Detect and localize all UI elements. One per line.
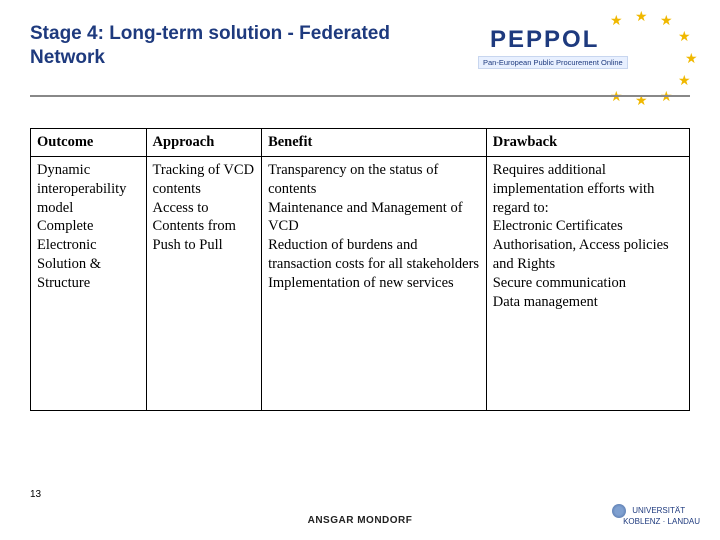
header-outcome: Outcome — [31, 129, 147, 157]
star-icon: ★ — [678, 72, 691, 89]
logo-tagline: Pan-European Public Procurement Online — [478, 56, 628, 69]
university-logo: UNIVERSITÄT KOBLENZ · LANDAU — [612, 504, 700, 526]
cell-drawback: Requires additional implementation effor… — [486, 156, 689, 410]
header-divider — [30, 95, 690, 97]
cell-outcome: Dynamic interoperability modelComplete E… — [31, 156, 147, 410]
university-line1: UNIVERSITÄT — [632, 506, 685, 515]
slide-title: Stage 4: Long-term solution - Federated … — [30, 22, 400, 70]
university-seal-icon — [612, 504, 626, 518]
cell-benefit: Transparency on the status of contentsMa… — [262, 156, 487, 410]
header-approach: Approach — [146, 129, 262, 157]
slide-title-area: Stage 4: Long-term solution - Federated … — [30, 22, 400, 70]
table-header-row: Outcome Approach Benefit Drawback — [31, 129, 690, 157]
star-icon: ★ — [685, 50, 698, 67]
university-line2: KOBLENZ · LANDAU — [623, 517, 700, 526]
comparison-table: Outcome Approach Benefit Drawback Dynami… — [30, 128, 690, 411]
star-icon: ★ — [660, 12, 673, 29]
cell-approach: Tracking of VCD contentsAccess to Conten… — [146, 156, 262, 410]
logo-brand-text: PEPPOL — [490, 26, 599, 54]
star-icon: ★ — [678, 28, 691, 45]
page-number: 13 — [30, 489, 41, 500]
header-benefit: Benefit — [262, 129, 487, 157]
table-row: Dynamic interoperability modelComplete E… — [31, 156, 690, 410]
star-icon: ★ — [610, 12, 623, 29]
peppol-logo: ★★★★★★★★★ PEPPOL Pan-European Public Pro… — [440, 8, 700, 98]
header-drawback: Drawback — [486, 129, 689, 157]
star-icon: ★ — [635, 8, 648, 25]
